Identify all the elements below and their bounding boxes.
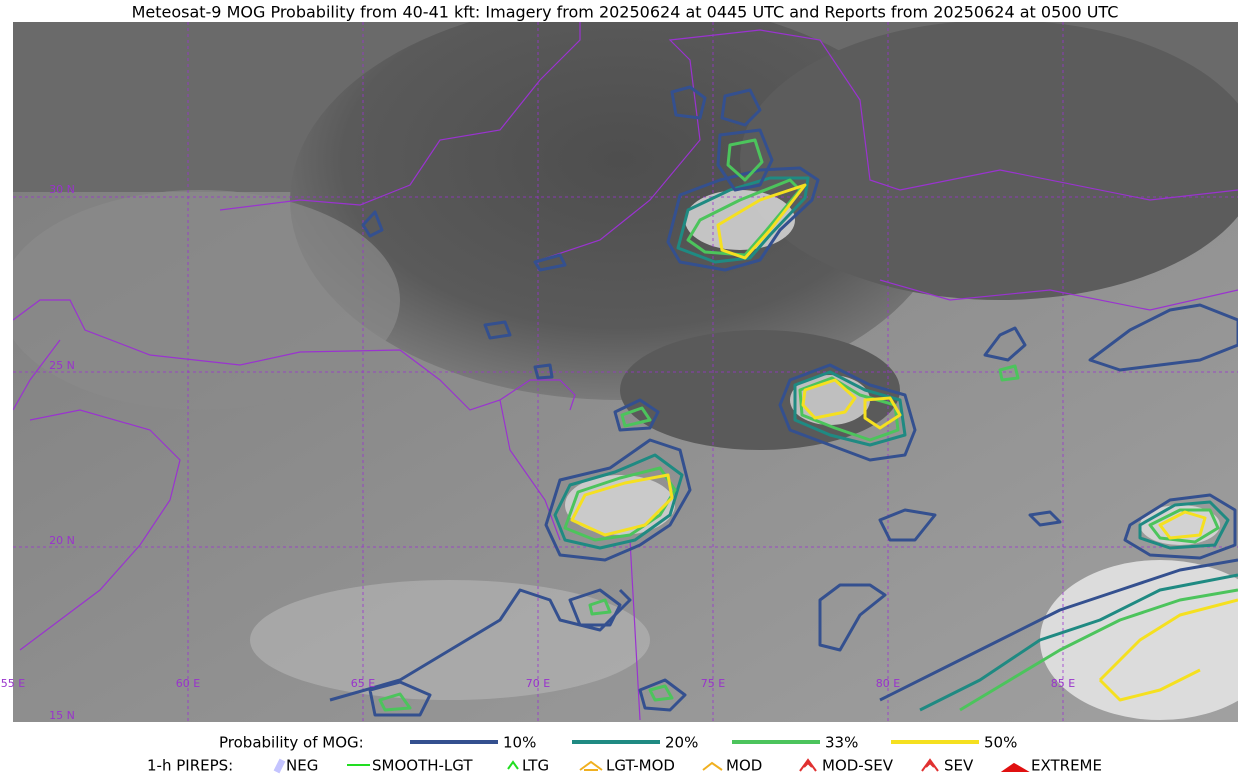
latitude-label: 25 N [49,359,75,372]
probability-contour [1123,493,1237,560]
satellite-image [13,22,1238,722]
longitude-label: 70 E [526,677,550,690]
legend-label: EXTREME [1031,757,1102,775]
pirep-icon [702,761,723,771]
legend-label: SMOOTH-LGT [372,757,473,775]
latitude-label: 15 N [49,709,75,722]
probability-contour [1158,510,1207,540]
legend-label: 10% [503,734,536,752]
probability-contour [801,378,902,430]
legend-label: SEV [944,757,974,775]
probability-contour [544,438,692,562]
pirep-icon [273,758,286,774]
probability-contour [620,406,652,428]
longitude-label: 85 E [1051,677,1075,690]
longitude-label: 65 E [351,677,375,690]
pirep-icon [1000,762,1030,772]
grid-labels: 30 N 25 N 20 N 15 N 55 E 60 E 65 E 70 E 75 E 80 E… [1,183,1075,722]
probability-contour [720,88,762,127]
title: Meteosat-9 MOG Probability from 40-41 kf… [132,3,1119,22]
contours [329,85,1238,717]
probability-contour [329,303,1238,702]
longitude-label: 80 E [876,677,900,690]
probability-contour [726,138,764,182]
probability-contour [613,398,660,432]
legend: Probability of MOG: 10% 20% 33% 50% 1-h PIREP… [147,734,1102,775]
probability-contour [716,183,807,260]
pirep-icon [579,760,603,771]
probability-contour [793,370,907,447]
legend-label: 50% [984,734,1017,752]
legend-label: LTG [522,757,549,775]
probability-contour [378,364,1020,712]
longitude-label: 75 E [701,677,725,690]
legend-label: NEG [286,757,318,775]
legend-label: 20% [665,734,698,752]
probability-contour [1138,500,1230,550]
probability-contour [361,210,1062,717]
pirep-icon [921,758,939,772]
graticule [13,22,1238,722]
probability-contour [1148,508,1220,544]
probability-contour [1098,598,1238,702]
longitude-label: 55 E [1,677,25,690]
probability-contour [670,85,707,120]
legend-heading: Probability of MOG: [219,734,364,752]
legend-label: 33% [825,734,858,752]
legend-label: MOD-SEV [822,757,894,775]
probability-contour [798,376,900,442]
latitude-label: 30 N [49,183,75,196]
probability-contour [919,573,1238,712]
probability-contour [716,128,774,192]
probability-contour [570,473,674,537]
latitude-label: 20 N [49,534,75,547]
probability-contour [778,363,917,462]
legend-heading: 1-h PIREPS: [147,757,233,775]
longitude-label: 60 E [176,677,200,690]
probability-contour [686,178,802,257]
probability-contour [553,453,684,550]
probability-contour [676,176,810,264]
legend-label: LGT-MOD [606,757,675,775]
pirep-icon [507,760,519,770]
legend-label: MOD [726,757,762,775]
pirep-icon [799,758,817,772]
probability-contour [563,466,677,542]
probability-contour [959,588,1238,712]
